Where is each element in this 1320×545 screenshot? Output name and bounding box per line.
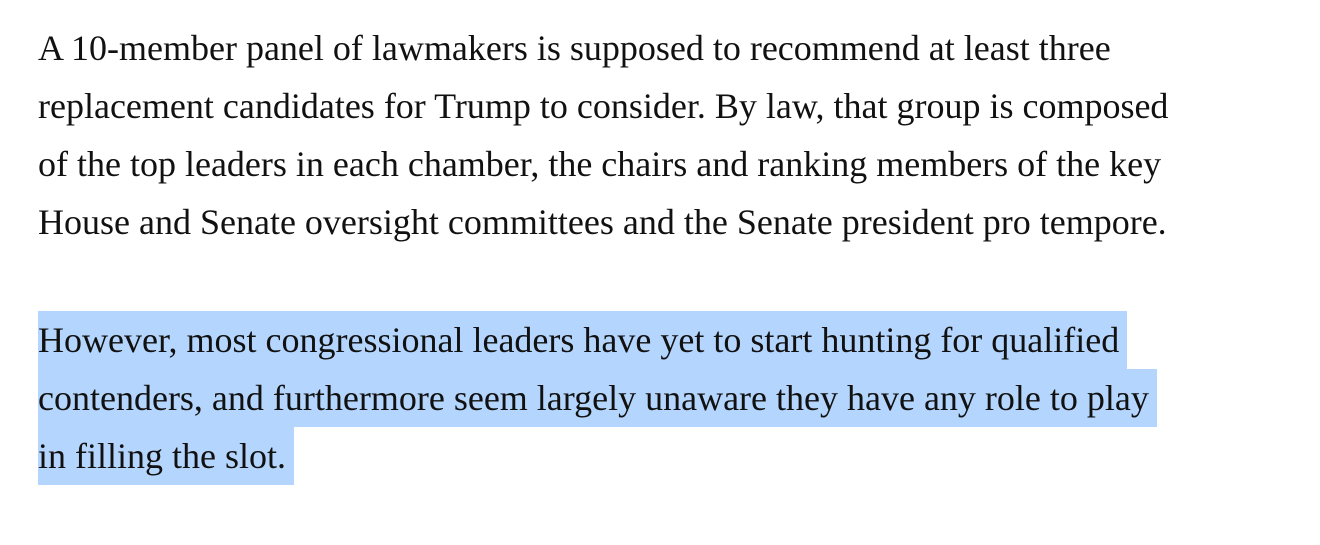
- selected-text[interactable]: contenders, and furthermore seem largely…: [38, 369, 1157, 427]
- text[interactable]: of the top leaders in each chamber, the …: [38, 144, 1162, 184]
- paragraph[interactable]: However, most congressional leaders have…: [38, 311, 1320, 485]
- text-line: contenders, and furthermore seem largely…: [38, 369, 1320, 427]
- paragraph[interactable]: A 10-member panel of lawmakers is suppos…: [38, 19, 1320, 251]
- text-line: in filling the slot.: [38, 427, 1320, 485]
- article-body: A 10-member panel of lawmakers is suppos…: [38, 19, 1320, 545]
- text-line: House and Senate oversight committees an…: [38, 193, 1320, 251]
- selected-text[interactable]: in filling the slot.: [38, 427, 294, 485]
- text[interactable]: House and Senate oversight committees an…: [38, 202, 1167, 242]
- text-line: replacement candidates for Trump to cons…: [38, 77, 1320, 135]
- text[interactable]: A 10-member panel of lawmakers is suppos…: [38, 28, 1111, 68]
- text-line: of the top leaders in each chamber, the …: [38, 135, 1320, 193]
- text-line: However, most congressional leaders have…: [38, 311, 1320, 369]
- text-line: A 10-member panel of lawmakers is suppos…: [38, 19, 1320, 77]
- selected-text[interactable]: However, most congressional leaders have…: [38, 311, 1128, 369]
- page: A 10-member panel of lawmakers is suppos…: [38, 28, 1169, 485]
- text[interactable]: replacement candidates for Trump to cons…: [38, 86, 1169, 126]
